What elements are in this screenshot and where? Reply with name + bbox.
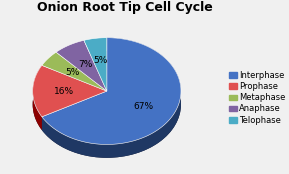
Legend: Interphase, Prophase, Metaphase, Anaphase, Telophase: Interphase, Prophase, Metaphase, Anaphas… bbox=[226, 68, 289, 128]
Text: 7%: 7% bbox=[78, 60, 92, 69]
Text: 67%: 67% bbox=[134, 102, 154, 111]
Title: Onion Root Tip Cell Cycle: Onion Root Tip Cell Cycle bbox=[38, 1, 213, 14]
Polygon shape bbox=[56, 40, 107, 91]
Polygon shape bbox=[33, 65, 42, 130]
Text: 5%: 5% bbox=[66, 68, 80, 77]
Polygon shape bbox=[84, 38, 107, 91]
Polygon shape bbox=[42, 52, 107, 91]
Polygon shape bbox=[33, 65, 107, 117]
Text: 16%: 16% bbox=[54, 87, 74, 96]
Text: 5%: 5% bbox=[93, 56, 107, 65]
Ellipse shape bbox=[33, 51, 181, 158]
Polygon shape bbox=[42, 38, 181, 158]
Polygon shape bbox=[42, 38, 181, 144]
